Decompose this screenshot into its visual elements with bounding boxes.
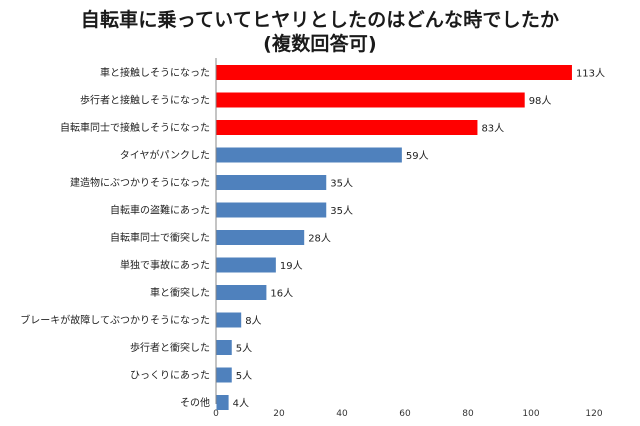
bar [216,92,525,108]
bar [216,395,229,410]
x-tick-label: 80 [462,409,474,419]
x-tick-label: 0 [213,409,219,419]
bar [216,120,478,135]
chart-title-line2: (複数回答可) [263,33,377,55]
category-label: タイヤがパンクした [120,149,210,162]
bar [216,230,305,245]
x-tick-label: 20 [273,409,285,419]
bar [216,147,402,163]
data-label: 28人 [308,233,331,245]
bar [216,65,572,80]
chart-title-line1: 自転車に乗っていてヒヤリとしたのはどんな時でしたか [80,9,560,31]
bar [216,340,232,355]
data-label: 35人 [330,178,353,190]
data-label: 83人 [481,123,504,135]
category-label: ブレーキが故障してぶつかりそうになった [20,314,210,327]
chart-title: 自転車に乗っていてヒヤリとしたのはどんな時でしたか (複数回答可) [0,8,640,56]
data-label: 19人 [280,260,303,272]
data-label: 98人 [529,95,552,107]
data-label: 8人 [245,315,261,327]
data-label: 59人 [406,150,429,162]
bar [216,175,327,190]
data-label: 16人 [270,288,293,300]
data-label: 4人 [233,398,249,410]
x-tick-label: 60 [399,409,411,419]
category-label: 単独で事故にあった [120,259,210,272]
x-tick-label: 120 [585,409,602,419]
bar [216,257,276,273]
category-label: 自転車同士で衝突した [110,231,210,244]
category-label: 歩行者と衝突した [130,341,210,354]
bar [216,312,242,328]
data-label: 35人 [330,205,353,217]
bar [216,285,267,300]
category-label: 建造物にぶつかりそうになった [70,176,210,189]
data-label: 113人 [576,68,605,80]
category-label: 車と接触しそうになった [100,66,210,79]
x-tick-label: 40 [336,409,348,419]
bar [216,202,327,218]
category-label: 車と衝突した [150,286,210,299]
x-tick-label: 100 [522,409,539,419]
data-label: 5人 [236,343,252,355]
category-label: 自転車の盗難にあった [110,204,210,217]
category-label: 自転車同士で接触しそうになった [60,121,210,134]
data-label: 5人 [236,370,252,382]
category-label: 歩行者と接触しそうになった [80,94,210,107]
axis-layer: 0 20 40 60 80 100 120 [213,58,603,419]
bar [216,367,232,383]
category-label: その他 [180,396,210,409]
category-label: ひっくりにあった [130,370,210,382]
